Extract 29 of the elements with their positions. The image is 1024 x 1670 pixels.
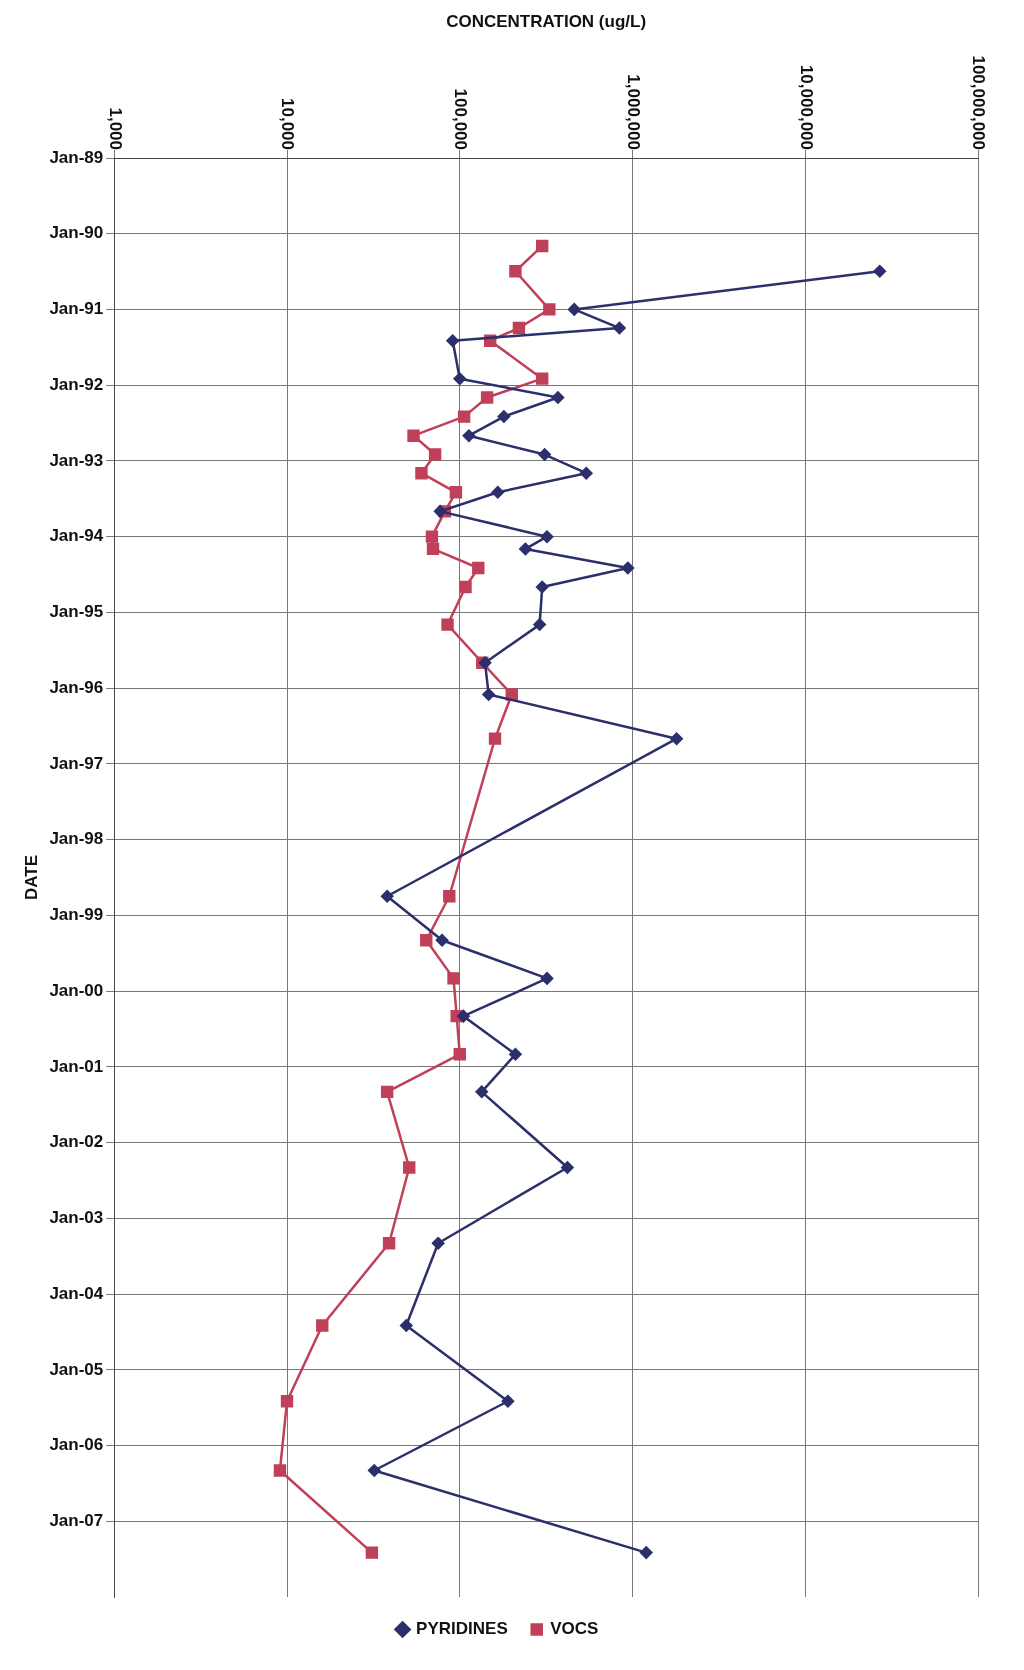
x-tick-label: 100,000 [451, 88, 471, 150]
y-tick-label: Jan-96 [49, 677, 104, 697]
y-tick-label: Jan-90 [49, 223, 104, 243]
y-tick-label: Jan-89 [49, 147, 104, 167]
x-tick-label: 1,000,000 [623, 74, 643, 150]
y-axis-title: DATE [21, 854, 41, 901]
x-tick-label: 1,000 [105, 107, 125, 150]
y-tick-label: Jan-98 [49, 829, 104, 849]
x-axis-title: CONCENTRATION (ug/L) [446, 11, 647, 31]
y-tick-label: Jan-94 [49, 526, 104, 546]
y-tick-label: Jan-02 [49, 1132, 104, 1152]
y-tick-label: Jan-05 [49, 1359, 104, 1379]
y-tick-label: Jan-92 [49, 374, 104, 394]
legend-label: VOCS [550, 1619, 599, 1639]
y-tick-label: Jan-00 [49, 980, 104, 1000]
y-tick-label: Jan-04 [49, 1283, 104, 1303]
x-tick-label: 100,000,000 [969, 55, 989, 150]
y-tick-label: Jan-95 [49, 602, 104, 622]
x-tick-label: 10,000,000 [796, 64, 816, 150]
legend-label: PYRIDINES [416, 1619, 508, 1639]
y-tick-label: Jan-03 [49, 1208, 104, 1228]
y-tick-label: Jan-07 [49, 1510, 104, 1530]
x-tick-label: 10,000 [278, 98, 298, 150]
y-tick-label: Jan-97 [49, 753, 104, 773]
y-tick-label: Jan-99 [49, 905, 104, 925]
y-tick-label: Jan-01 [49, 1056, 104, 1076]
y-tick-label: Jan-91 [49, 299, 104, 319]
y-tick-label: Jan-06 [49, 1435, 104, 1455]
y-tick-label: Jan-93 [49, 450, 104, 470]
